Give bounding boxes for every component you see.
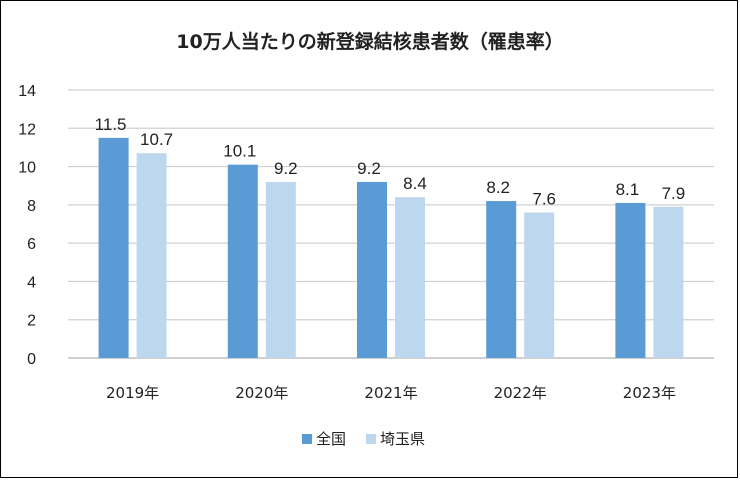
y-axis-ticks: 0 2 4 6 8 10 12 14 xyxy=(18,83,36,368)
bar-埼玉県-2022年 xyxy=(524,212,555,358)
bar-全国-2019年 xyxy=(98,137,129,358)
bar-埼玉県-2023年 xyxy=(653,206,684,358)
y-tick-label: 4 xyxy=(27,274,36,291)
x-category-label: 2019年 xyxy=(106,384,159,402)
bars xyxy=(98,137,684,358)
x-category-label: 2021年 xyxy=(364,384,417,402)
data-label: 8.4 xyxy=(403,174,427,193)
y-tick-label: 6 xyxy=(27,236,36,253)
bar-全国-2021年 xyxy=(357,181,387,358)
y-tick-label: 12 xyxy=(18,121,36,138)
chart-title: 10万人当たりの新登録結核患者数（罹患率） xyxy=(176,30,563,53)
y-tick-label: 14 xyxy=(18,83,36,100)
data-label: 8.1 xyxy=(616,180,640,199)
y-tick-label: 2 xyxy=(27,313,36,330)
legend-label: 全国 xyxy=(316,430,346,448)
data-labels: 11.5 10.7 10.1 9.2 9.2 8.4 8.2 7.6 8.1 7.9 xyxy=(95,115,686,209)
bar-全国-2023年 xyxy=(615,202,646,358)
bar-埼玉県-2021年 xyxy=(395,197,425,358)
data-label: 10.1 xyxy=(223,142,256,161)
data-label: 8.2 xyxy=(486,178,510,197)
bar-埼玉県-2019年 xyxy=(136,153,167,358)
bar-全国-2020年 xyxy=(227,164,258,358)
data-label: 9.2 xyxy=(357,159,381,178)
gridlines xyxy=(68,89,714,359)
x-axis-categories: 2019年 2020年 2021年 2022年 2023年 xyxy=(106,384,676,402)
y-tick-label: 10 xyxy=(18,160,36,177)
x-category-label: 2022年 xyxy=(494,384,547,402)
legend-swatch xyxy=(302,434,312,444)
data-label: 9.2 xyxy=(274,159,298,178)
data-label: 11.5 xyxy=(95,115,127,134)
legend: 全国 埼玉県 xyxy=(302,430,425,448)
data-label: 10.7 xyxy=(140,130,173,149)
bar-埼玉県-2020年 xyxy=(265,181,296,358)
data-label: 7.9 xyxy=(662,184,686,203)
y-tick-label: 8 xyxy=(27,198,36,215)
legend-swatch xyxy=(366,434,376,444)
bar-全国-2022年 xyxy=(486,201,517,358)
x-category-label: 2020年 xyxy=(235,384,288,402)
data-label: 7.6 xyxy=(532,190,556,209)
y-tick-label: 0 xyxy=(27,351,36,368)
x-category-label: 2023年 xyxy=(623,384,676,402)
legend-label: 埼玉県 xyxy=(380,430,425,448)
